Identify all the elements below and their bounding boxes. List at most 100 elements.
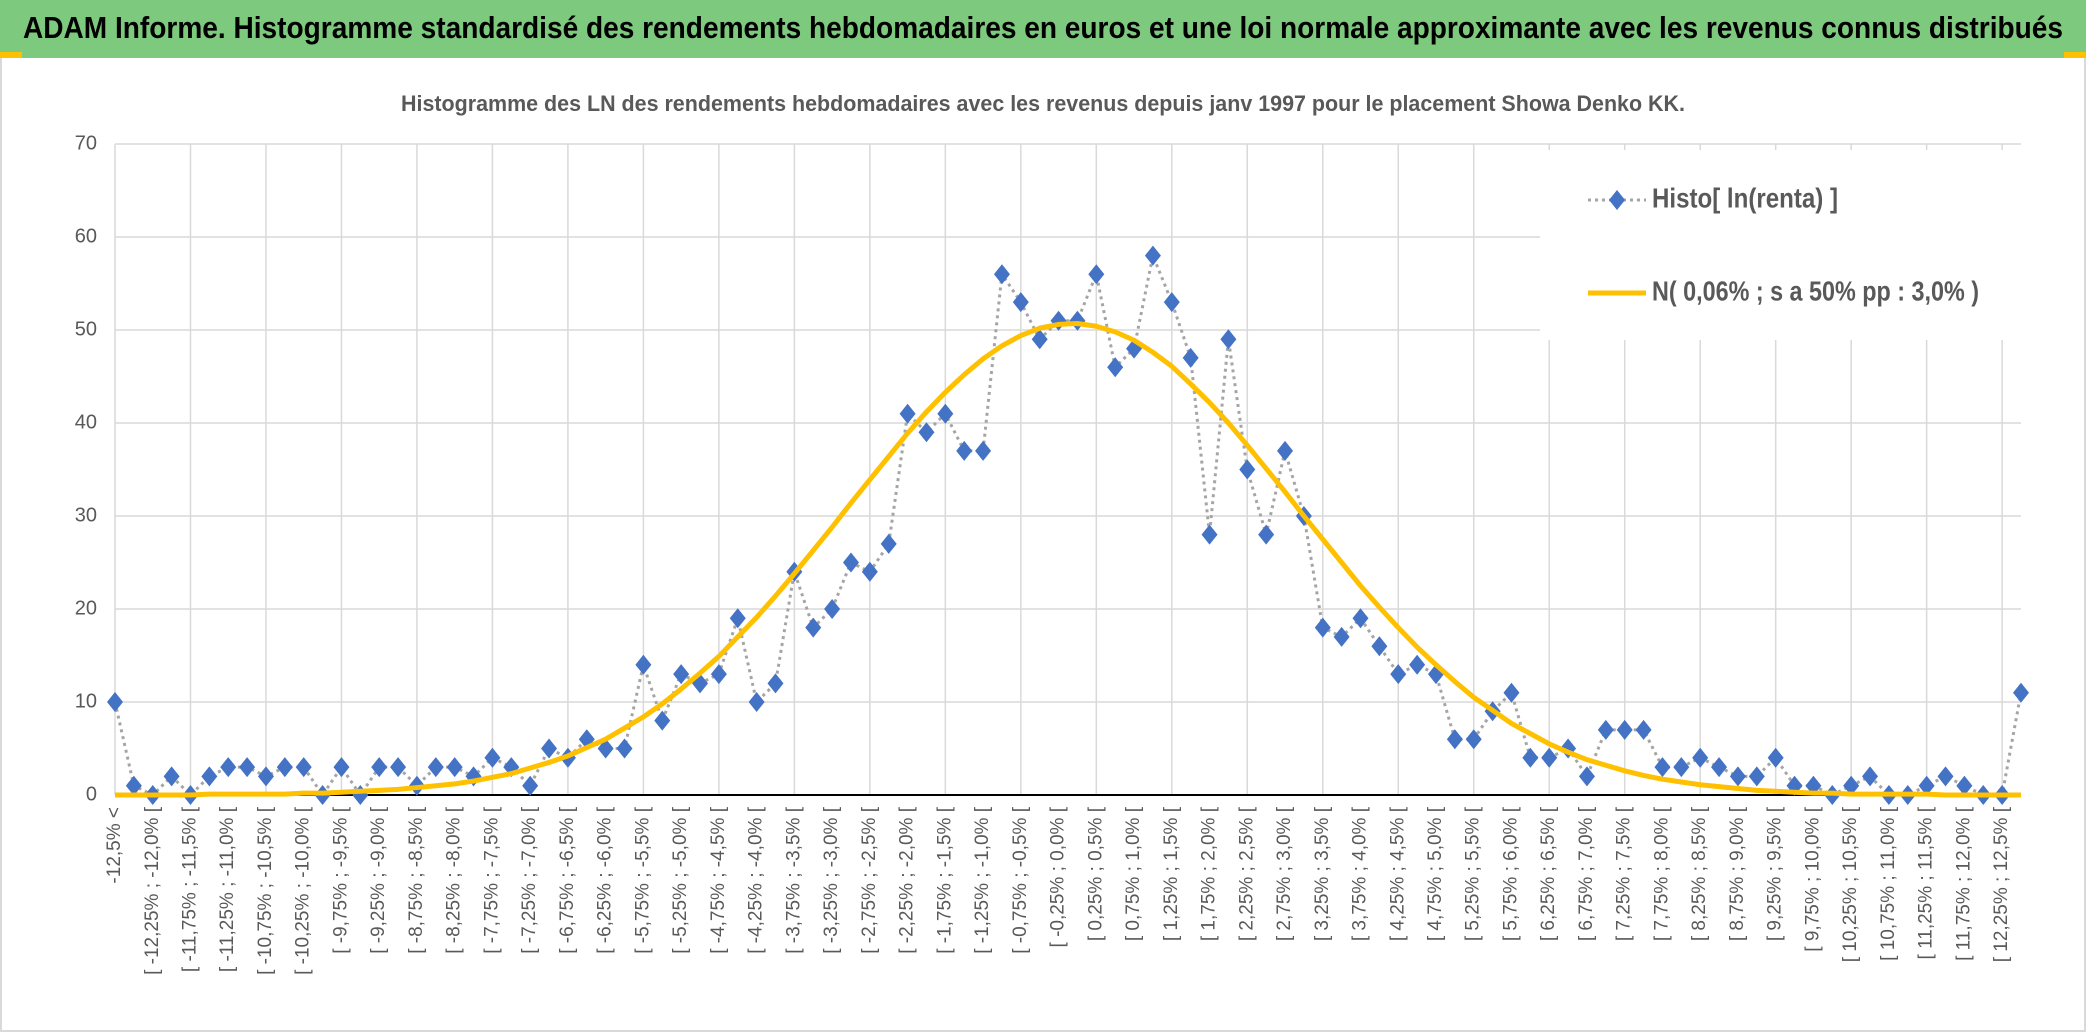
x-tick-label: [ -2,75% ; -2,5% [ xyxy=(859,806,880,954)
data-point xyxy=(993,264,1010,285)
data-point xyxy=(1578,766,1595,787)
legend-label: N( 0,06% ; s a 50% pp : 3,0% ) xyxy=(1652,275,1979,306)
x-tick-label: [ -9,75% ; -9,5% [ xyxy=(330,806,351,954)
x-tick-label: [ -10,25% ; -10,0% [ xyxy=(293,806,314,975)
data-point xyxy=(1729,766,1746,787)
data-point xyxy=(918,422,935,443)
corner xyxy=(0,52,22,58)
data-point xyxy=(541,738,558,759)
data-point xyxy=(805,617,822,638)
series-line xyxy=(113,254,2023,797)
x-tick-label: [ 3,75% ; 4,0% [ xyxy=(1350,806,1371,941)
data-point xyxy=(220,757,237,778)
data-point xyxy=(1220,329,1237,350)
data-point xyxy=(673,664,690,685)
data-point xyxy=(861,561,878,582)
data-point xyxy=(2013,682,2029,703)
x-tick-label: [ -4,75% ; -4,5% [ xyxy=(708,806,729,954)
chart-title: Histogramme des LN des rendements hebdom… xyxy=(401,91,1685,116)
data-point xyxy=(899,403,916,424)
data-point xyxy=(371,757,388,778)
data-point xyxy=(1088,264,1105,285)
corner xyxy=(2064,52,2086,58)
data-point xyxy=(333,757,350,778)
x-tick-label: [ -3,25% ; -3,0% [ xyxy=(821,806,842,954)
x-tick-label: [ 2,75% ; 3,0% [ xyxy=(1274,806,1295,941)
data-point xyxy=(824,599,841,619)
x-tick-label: [ 9,75% ; 10,0% [ xyxy=(1802,806,1823,951)
data-point xyxy=(257,766,274,787)
data-point xyxy=(1446,729,1463,750)
x-tick-label: [ 0,75% ; 1,0% [ xyxy=(1123,806,1144,941)
data-point xyxy=(1673,757,1690,778)
x-tick-label: [ -7,25% ; -7,0% [ xyxy=(519,806,540,954)
x-tick-label: [ -10,75% ; -10,5% [ xyxy=(255,806,276,975)
data-point xyxy=(1012,292,1029,313)
header-bar xyxy=(0,0,2086,58)
data-point xyxy=(1465,729,1482,750)
x-tick-label: [ -7,75% ; -7,5% [ xyxy=(481,806,502,954)
data-point xyxy=(748,692,765,712)
x-tick-label: [ 12,25% ; 12,5% [ xyxy=(1991,806,2012,962)
data-point xyxy=(1937,766,1954,787)
data-point xyxy=(390,757,407,778)
series-line xyxy=(115,320,2021,798)
y-tick-label: 60 xyxy=(75,225,97,247)
data-point xyxy=(956,440,973,461)
data-point xyxy=(1277,440,1294,461)
data-point xyxy=(1597,719,1614,740)
data-point xyxy=(1711,757,1728,778)
y-tick-label: 0 xyxy=(86,783,97,805)
x-tick-label: [ 5,25% ; 5,5% [ xyxy=(1463,806,1484,941)
data-point xyxy=(880,533,897,554)
x-tick-label: [ -1,75% ; -1,5% [ xyxy=(934,806,955,954)
x-tick-label: [ 10,25% ; 10,5% [ xyxy=(1840,806,1861,962)
data-point xyxy=(163,766,180,787)
data-point xyxy=(1843,775,1860,796)
data-point xyxy=(1767,747,1784,768)
x-tick-label: [ 7,25% ; 7,5% [ xyxy=(1614,806,1635,941)
data-point xyxy=(654,710,671,731)
data-point xyxy=(427,757,444,778)
data-point xyxy=(1748,766,1765,787)
data-point xyxy=(1352,608,1369,629)
data-point xyxy=(729,608,746,629)
y-tick-label: 20 xyxy=(75,597,97,619)
data-point xyxy=(522,775,539,796)
data-point xyxy=(937,403,954,424)
x-tick-label: [ -12,25% ; -12,0% [ xyxy=(142,806,163,975)
data-point xyxy=(125,775,142,796)
x-tick-label: [ -0,25% ; 0,0% [ xyxy=(1048,806,1069,947)
x-tick-label: [ 0,25% ; 0,5% [ xyxy=(1085,806,1106,941)
x-tick-label: [ 6,25% ; 6,5% [ xyxy=(1538,806,1559,941)
x-tick-label: [ 6,75% ; 7,0% [ xyxy=(1576,806,1597,941)
x-tick-label: [ 3,25% ; 3,5% [ xyxy=(1312,806,1333,941)
data-point xyxy=(710,664,727,685)
x-tick-label: [ -11,25% ; -11,0% [ xyxy=(217,806,238,972)
data-point xyxy=(295,757,312,778)
data-point xyxy=(1107,357,1124,378)
data-point xyxy=(1239,459,1256,480)
data-point xyxy=(1371,636,1388,657)
y-tick-label: 70 xyxy=(75,132,97,154)
y-tick-label: 30 xyxy=(75,504,97,526)
data-point xyxy=(1333,626,1350,647)
data-point xyxy=(1654,757,1671,778)
data-point xyxy=(616,738,633,759)
x-tick-label: [ 2,25% ; 2,5% [ xyxy=(1236,806,1257,941)
x-tick-label: [ -1,25% ; -1,0% [ xyxy=(972,806,993,954)
data-point xyxy=(1163,292,1180,313)
data-point xyxy=(1144,245,1161,266)
x-tick-label: [ -4,25% ; -4,0% [ xyxy=(746,806,767,954)
x-tick-label: [ 7,75% ; 8,0% [ xyxy=(1651,806,1672,941)
x-tick-label: [ -6,25% ; -6,0% [ xyxy=(595,806,616,954)
x-tick-label: [ 11,75% ; 12,0% [ xyxy=(1953,806,1974,961)
data-point xyxy=(1409,654,1426,675)
y-tick-label: 40 xyxy=(75,411,97,433)
x-tick-label: [ -5,75% ; -5,5% [ xyxy=(632,806,653,954)
data-point xyxy=(1692,747,1709,768)
data-point xyxy=(975,440,992,461)
x-tick-label: [ -5,25% ; -5,0% [ xyxy=(670,806,691,954)
x-tick-label: [ 8,75% ; 9,0% [ xyxy=(1727,806,1748,941)
